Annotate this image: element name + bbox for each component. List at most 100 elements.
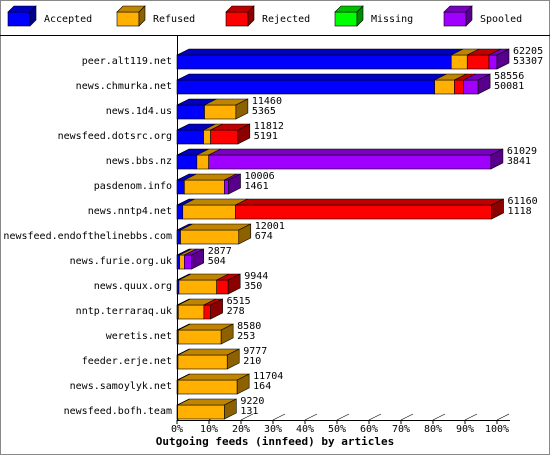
total-label: 61160 bbox=[508, 196, 538, 207]
total-label: 11460 bbox=[252, 96, 282, 107]
x-tick-label: 40% bbox=[296, 424, 314, 435]
bar-segment bbox=[204, 98, 249, 120]
x-tick-label: 50% bbox=[328, 424, 346, 435]
legend-swatch-side bbox=[29, 5, 37, 27]
bar-segment bbox=[177, 373, 250, 395]
bar-side bbox=[490, 148, 504, 170]
legend-swatch bbox=[443, 11, 467, 27]
bar-side bbox=[227, 273, 241, 295]
x-tick-depth bbox=[464, 413, 478, 421]
y-tick-label: pasdenom.info bbox=[94, 181, 172, 192]
x-tick-label: 100% bbox=[485, 424, 509, 435]
bar-front bbox=[176, 129, 204, 145]
total-label: 6515 bbox=[227, 296, 251, 307]
legend-swatch bbox=[334, 11, 358, 27]
y-tick-label: nntp.terraraq.uk bbox=[76, 306, 172, 317]
bar-front bbox=[184, 179, 225, 195]
bar-front bbox=[178, 279, 217, 295]
bar-segment bbox=[176, 98, 217, 120]
bar-segment bbox=[463, 73, 491, 95]
legend-label: Spooled bbox=[480, 14, 522, 25]
bar-front bbox=[454, 79, 464, 95]
bar-segment bbox=[235, 198, 504, 220]
x-tick-depth bbox=[240, 413, 254, 421]
bar-side bbox=[228, 173, 241, 195]
bar-top bbox=[235, 198, 504, 206]
legend-label: Missing bbox=[371, 14, 413, 25]
x-tick-label: 30% bbox=[264, 424, 282, 435]
total-label: 11704 bbox=[253, 371, 283, 382]
bar-side bbox=[224, 398, 237, 420]
x-tick-label: 60% bbox=[360, 424, 378, 435]
bar-front bbox=[216, 279, 229, 295]
x-tick-depth bbox=[336, 413, 350, 421]
bar-side bbox=[210, 298, 223, 320]
x-axis-label: Outgoing feeds (innfeed) by articles bbox=[156, 435, 394, 448]
bar-segment bbox=[216, 273, 241, 295]
bar-front bbox=[184, 254, 193, 270]
bar-front bbox=[179, 254, 185, 270]
bar-front bbox=[176, 104, 205, 120]
total-label: 62205 bbox=[513, 46, 543, 57]
legend-label: Rejected bbox=[262, 14, 310, 25]
bar-side bbox=[491, 198, 504, 220]
x-tick-depth bbox=[496, 413, 510, 421]
total-label: 9944 bbox=[244, 271, 268, 282]
x-tick-label: 80% bbox=[424, 424, 442, 435]
bar-front bbox=[176, 154, 198, 170]
bar-side bbox=[477, 73, 491, 95]
bar-front bbox=[176, 179, 185, 195]
accepted-label: 131 bbox=[240, 406, 258, 417]
total-label: 9220 bbox=[240, 396, 264, 407]
bar-front bbox=[224, 179, 229, 195]
y-tick-label: newsfeed.endofthelinebbs.com bbox=[3, 231, 172, 242]
accepted-label: 164 bbox=[253, 381, 271, 392]
x-tick-depth bbox=[368, 413, 382, 421]
bar-side bbox=[236, 373, 250, 395]
x-tick-label: 0% bbox=[171, 424, 183, 435]
bar-side bbox=[238, 223, 252, 245]
bar-front bbox=[182, 204, 236, 220]
total-label: 2877 bbox=[208, 246, 232, 257]
bar-front bbox=[177, 354, 228, 370]
bar-front bbox=[177, 329, 222, 345]
bar-segment bbox=[178, 273, 229, 295]
bar-top bbox=[176, 73, 447, 81]
accepted-label: 674 bbox=[255, 231, 273, 242]
bar-side bbox=[226, 348, 240, 370]
legend-swatch-side bbox=[138, 5, 146, 27]
bar-front bbox=[180, 229, 240, 245]
legend-swatch-side bbox=[356, 5, 364, 27]
bar-front bbox=[235, 204, 492, 220]
bar-front bbox=[434, 79, 455, 95]
bar-segment bbox=[184, 173, 237, 195]
bar-segment bbox=[182, 198, 248, 220]
x-tick-depth bbox=[304, 413, 318, 421]
bar-front bbox=[466, 54, 490, 70]
legend-label: Refused bbox=[153, 14, 195, 25]
bar-front bbox=[208, 154, 492, 170]
legend-swatch bbox=[7, 11, 31, 27]
bar-front bbox=[203, 129, 211, 145]
bar-segment bbox=[177, 398, 237, 420]
bar-side bbox=[237, 123, 251, 145]
bar-top bbox=[176, 48, 464, 56]
total-label: 11812 bbox=[254, 121, 284, 132]
y-tick-label: news.furie.org.uk bbox=[70, 256, 172, 267]
bar-front bbox=[177, 304, 205, 320]
bar-segment bbox=[177, 348, 240, 370]
bar-side bbox=[191, 248, 205, 270]
total-label: 12001 bbox=[255, 221, 285, 232]
y-tick-label: newsfeed.bofh.team bbox=[64, 406, 172, 417]
bar-front bbox=[176, 79, 435, 95]
y-tick-label: news.quux.org bbox=[94, 281, 172, 292]
bar-side bbox=[496, 48, 510, 70]
bar-segment bbox=[210, 123, 251, 145]
y-tick-label: news.chmurka.net bbox=[76, 81, 172, 92]
bar-segment bbox=[224, 173, 241, 195]
legend-swatch bbox=[225, 11, 249, 27]
accepted-label: 1461 bbox=[245, 181, 269, 192]
y-tick-label: news.bbs.nz bbox=[106, 156, 172, 167]
total-label: 9777 bbox=[243, 346, 267, 357]
